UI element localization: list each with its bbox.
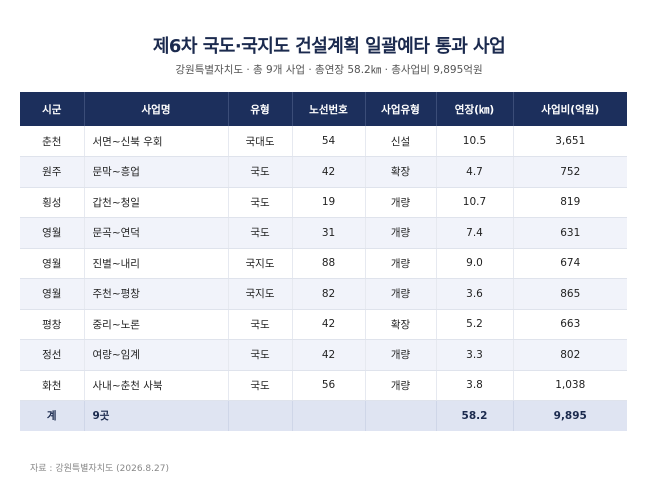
total-count: 9곳	[84, 400, 229, 431]
header-route-number: 노선번호	[292, 92, 366, 126]
table-row: 횡성 갑천~청일 국도 19 개량 10.7 819	[20, 187, 627, 218]
cell-length: 7.4	[436, 217, 514, 249]
table-row: 춘천 서면~신북 우회 국대도 54 신설 10.5 3,651	[20, 126, 627, 157]
cell-cost: 674	[513, 248, 627, 279]
cell-project-name: 문막~흥업	[84, 156, 229, 188]
cell-project-type: 개량	[365, 187, 437, 218]
cell-cost: 802	[513, 339, 627, 371]
total-length: 58.2	[436, 400, 514, 431]
cell-length: 3.3	[436, 339, 514, 371]
total-empty	[228, 400, 293, 431]
cell-cost: 3,651	[513, 126, 627, 157]
cell-project-name: 문곡~연덕	[84, 217, 229, 249]
table-row: 원주 문막~흥업 국도 42 확장 4.7 752	[20, 156, 627, 188]
cell-city: 춘천	[20, 126, 85, 157]
cell-project-type: 개량	[365, 217, 437, 249]
cell-type: 국도	[228, 156, 293, 188]
cell-route-number: 31	[292, 217, 366, 249]
table-row: 영월 진별~내리 국지도 88 개량 9.0 674	[20, 248, 627, 279]
cell-length: 10.7	[436, 187, 514, 218]
cell-city: 영월	[20, 248, 85, 279]
cell-length: 3.6	[436, 278, 514, 310]
header-length: 연장(㎞)	[436, 92, 514, 126]
cell-route-number: 82	[292, 278, 366, 310]
cell-cost: 819	[513, 187, 627, 218]
cell-project-type: 개량	[365, 370, 437, 401]
total-label: 계	[20, 400, 85, 431]
cell-project-name: 중리~노론	[84, 309, 229, 340]
cell-project-name: 여량~임계	[84, 339, 229, 371]
cell-route-number: 42	[292, 156, 366, 188]
cell-length: 9.0	[436, 248, 514, 279]
cell-route-number: 42	[292, 309, 366, 340]
cell-city: 원주	[20, 156, 85, 188]
cell-cost: 752	[513, 156, 627, 188]
cell-city: 영월	[20, 278, 85, 310]
cell-city: 횡성	[20, 187, 85, 218]
header-type: 유형	[228, 92, 293, 126]
cell-cost: 663	[513, 309, 627, 340]
cell-type: 국대도	[228, 126, 293, 157]
cell-city: 정선	[20, 339, 85, 371]
table-header-row: 시군 사업명 유형 노선번호 사업유형 연장(㎞) 사업비(억원)	[20, 92, 627, 126]
header-project-name: 사업명	[84, 92, 229, 126]
header-project-type: 사업유형	[365, 92, 437, 126]
cell-type: 국지도	[228, 278, 293, 310]
table-row: 정선 여량~임계 국도 42 개량 3.3 802	[20, 339, 627, 371]
page-subtitle: 강원특별자치도 · 총 9개 사업 · 총연장 58.2㎞ · 총사업비 9,8…	[175, 64, 483, 76]
total-empty	[292, 400, 366, 431]
cell-project-name: 서면~신북 우회	[84, 126, 229, 157]
table-row: 영월 주천~평창 국지도 82 개량 3.6 865	[20, 278, 627, 310]
cell-type: 국지도	[228, 248, 293, 279]
cell-cost: 631	[513, 217, 627, 249]
cell-type: 국도	[228, 339, 293, 371]
total-empty	[365, 400, 437, 431]
cell-route-number: 54	[292, 126, 366, 157]
table-row: 영월 문곡~연덕 국도 31 개량 7.4 631	[20, 217, 627, 249]
table-row: 평창 중리~노론 국도 42 확장 5.2 663	[20, 309, 627, 340]
cell-city: 영월	[20, 217, 85, 249]
cell-project-type: 개량	[365, 248, 437, 279]
cell-project-name: 주천~평창	[84, 278, 229, 310]
cell-project-type: 신설	[365, 126, 437, 157]
cell-project-name: 사내~춘천 사북	[84, 370, 229, 401]
cell-project-type: 확장	[365, 156, 437, 188]
cell-route-number: 88	[292, 248, 366, 279]
cell-city: 평창	[20, 309, 85, 340]
header-cost: 사업비(억원)	[513, 92, 627, 126]
cell-type: 국도	[228, 217, 293, 249]
cell-city: 화천	[20, 370, 85, 401]
total-cost: 9,895	[513, 400, 627, 431]
cell-project-name: 진별~내리	[84, 248, 229, 279]
project-table: 시군 사업명 유형 노선번호 사업유형 연장(㎞) 사업비(억원) 춘천 서면~…	[20, 92, 627, 431]
cell-project-name: 갑천~청일	[84, 187, 229, 218]
cell-route-number: 56	[292, 370, 366, 401]
page-title: 제6차 국도·국지도 건설계획 일괄예타 통과 사업	[152, 36, 506, 57]
cell-length: 10.5	[436, 126, 514, 157]
cell-route-number: 42	[292, 339, 366, 371]
cell-type: 국도	[228, 187, 293, 218]
cell-length: 3.8	[436, 370, 514, 401]
cell-cost: 1,038	[513, 370, 627, 401]
source-note: 자료 : 강원특별자치도 (2026.8.27)	[30, 464, 169, 474]
cell-route-number: 19	[292, 187, 366, 218]
cell-cost: 865	[513, 278, 627, 310]
cell-type: 국도	[228, 309, 293, 340]
table-total-row: 계 9곳 58.2 9,895	[20, 400, 627, 431]
cell-project-type: 개량	[365, 339, 437, 371]
header-city: 시군	[20, 92, 85, 126]
cell-project-type: 개량	[365, 278, 437, 310]
cell-length: 5.2	[436, 309, 514, 340]
table-row: 화천 사내~춘천 사북 국도 56 개량 3.8 1,038	[20, 370, 627, 401]
cell-length: 4.7	[436, 156, 514, 188]
cell-project-type: 확장	[365, 309, 437, 340]
cell-type: 국도	[228, 370, 293, 401]
